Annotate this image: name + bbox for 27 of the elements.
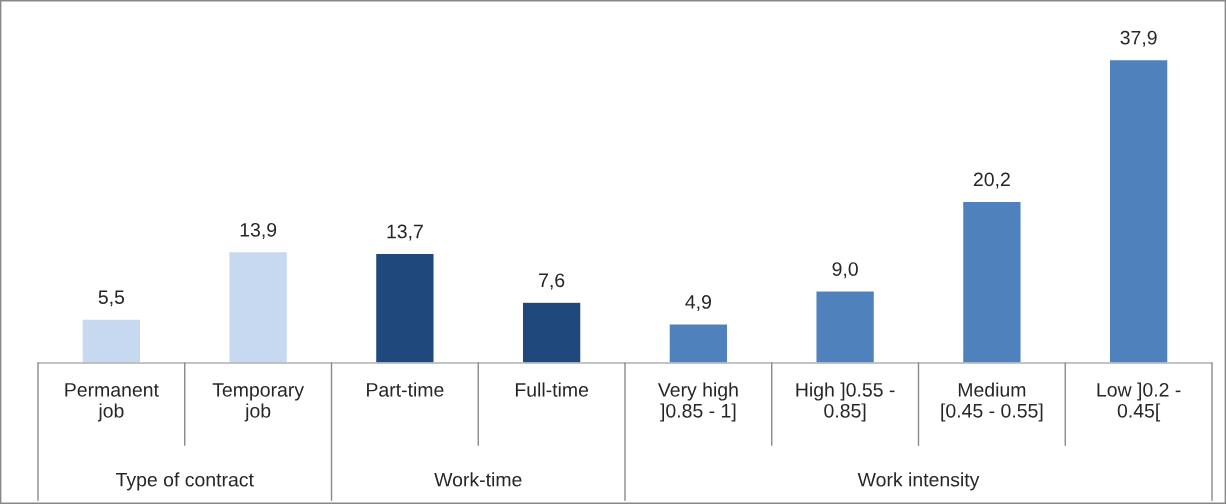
- bar: [815, 290, 876, 363]
- data-label: 4,9: [685, 295, 711, 312]
- x-tick-label: Permanent job: [65, 383, 159, 422]
- bar: [961, 200, 1022, 363]
- bar: [1108, 58, 1169, 363]
- data-label: 13,9: [240, 222, 277, 240]
- data-label: 13,7: [387, 224, 423, 241]
- data-label: 20,2: [973, 172, 1010, 189]
- bar: [374, 252, 435, 363]
- x-tick-label: Temporary job: [212, 383, 305, 422]
- x-tick-label: Full-time: [515, 382, 589, 397]
- data-label: 5,5: [98, 290, 125, 307]
- x-tick-label: Very high ]0.85 - 1]: [657, 382, 738, 422]
- data-label: 37,9: [1120, 30, 1157, 47]
- x-tick-label: High ]0.55 - 0.85]: [796, 382, 895, 422]
- x-tick-label: Low ]0.2 - 0.45[: [1097, 382, 1181, 422]
- text: Work intensity: [857, 472, 980, 491]
- text: Work-time: [434, 472, 522, 487]
- text: Type of contract: [116, 472, 254, 491]
- data-label: 9,0: [832, 262, 858, 279]
- x-tick-label: Medium [0.45 - 0.55]: [941, 382, 1043, 422]
- data-label: 7,6: [539, 273, 565, 290]
- bar: [228, 250, 289, 363]
- x-tick-label: Part-time: [367, 382, 444, 397]
- bar: [668, 323, 729, 363]
- bar: [521, 301, 582, 363]
- bar: [81, 318, 142, 363]
